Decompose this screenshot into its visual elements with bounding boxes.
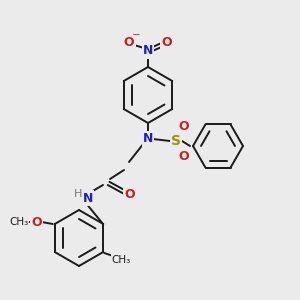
Text: O: O (124, 37, 134, 50)
Text: O: O (125, 188, 135, 202)
Text: N: N (83, 191, 93, 205)
Text: S: S (171, 134, 181, 148)
Text: O: O (32, 215, 42, 229)
Text: H: H (74, 189, 82, 199)
Text: CH₃: CH₃ (112, 255, 131, 265)
Text: CH₃: CH₃ (9, 217, 28, 227)
Text: N: N (143, 44, 153, 58)
Text: O: O (162, 37, 172, 50)
Text: −: − (132, 30, 140, 40)
Text: O: O (179, 149, 189, 163)
Text: N: N (143, 133, 153, 146)
Text: O: O (179, 121, 189, 134)
